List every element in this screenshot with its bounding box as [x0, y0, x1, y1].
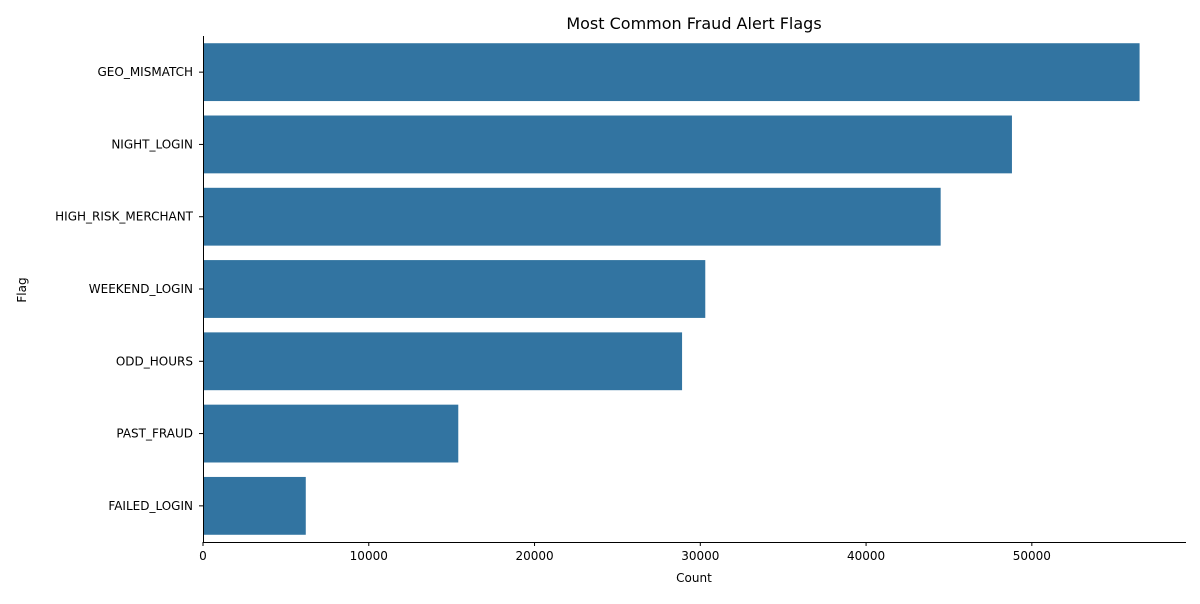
bar-night-login: [203, 115, 1012, 174]
y-ticks-group: GEO_MISMATCH NIGHT_LOGIN HIGH_RISK_MERCHAN…: [55, 65, 203, 513]
x-tick-label: 30000: [681, 549, 719, 563]
bar-high-risk-merchant: [203, 187, 941, 246]
y-tick-label: FAILED_LOGIN: [108, 499, 193, 513]
x-tick-label: 50000: [1013, 549, 1051, 563]
x-tick-label: 10000: [350, 549, 388, 563]
y-tick-label: HIGH_RISK_MERCHANT: [55, 210, 194, 224]
x-tick-label: 0: [199, 549, 207, 563]
y-tick-label: PAST_FRAUD: [116, 427, 193, 441]
y-tick-label: GEO_MISMATCH: [98, 65, 194, 79]
bar-past-fraud: [203, 404, 459, 463]
y-tick-label: ODD_HOURS: [116, 354, 193, 368]
y-tick-label: WEEKEND_LOGIN: [89, 282, 193, 296]
x-tick-label: 40000: [847, 549, 885, 563]
bar-odd-hours: [203, 332, 683, 391]
x-tick-label: 20000: [515, 549, 553, 563]
y-tick-label: NIGHT_LOGIN: [111, 137, 193, 151]
x-axis-label: Count: [676, 571, 712, 585]
y-axis-label: Flag: [15, 277, 29, 302]
x-ticks-group: 0 10000 20000 30000 40000 50000: [199, 542, 1051, 563]
bar-failed-login: [203, 476, 306, 535]
bar-geo-mismatch: [203, 43, 1140, 102]
bars-group: [203, 43, 1140, 535]
chart-title: Most Common Fraud Alert Flags: [566, 14, 821, 33]
bar-weekend-login: [203, 260, 706, 318]
